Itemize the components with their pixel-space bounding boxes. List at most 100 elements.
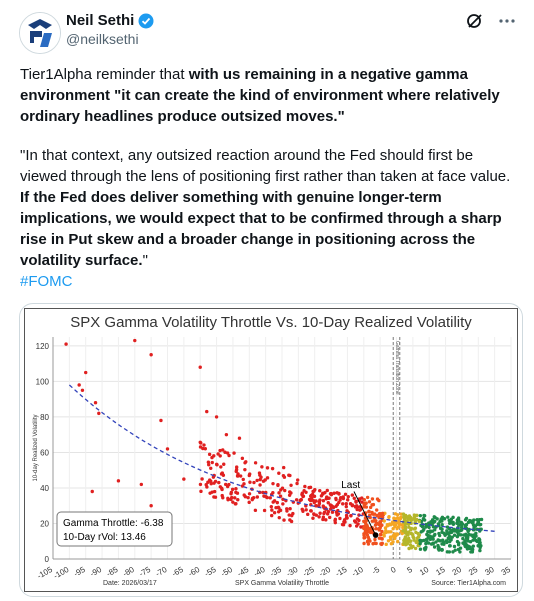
data-point [473,524,478,528]
data-point [468,546,472,551]
tweet-paragraph-2: "In that context, any outsized reaction … [20,145,520,271]
data-point [409,546,414,550]
data-point [360,500,364,504]
data-point [389,537,393,541]
data-point [210,490,214,494]
data-point [412,527,417,531]
data-point [456,543,461,547]
data-point [358,507,363,512]
data-point [276,483,280,488]
data-point [380,537,384,541]
data-point [255,478,259,483]
data-point [447,534,452,539]
data-point [415,513,419,518]
data-point [232,451,236,455]
x-tick-label: 25 [467,565,480,578]
data-point [382,531,387,535]
data-point [340,522,345,527]
data-point [341,502,345,506]
data-point [406,530,411,534]
data-point [426,541,431,545]
data-point [276,505,281,510]
chart-image[interactable]: SPX Gamma Volatility Throttle Vs. 10-Day… [19,303,523,597]
data-point [461,536,465,541]
data-point [447,550,452,554]
avatar[interactable] [19,12,61,54]
data-point [405,519,409,523]
y-tick-label: 60 [40,448,49,457]
data-point [309,509,313,513]
y-axis-label: 10-day Realized Volatility [33,414,39,481]
y-tick-label: 100 [36,377,50,386]
data-point [414,530,418,535]
data-point [209,482,213,486]
data-point [393,512,398,516]
data-point [346,498,350,502]
author-name[interactable]: Neil Sethi [66,12,154,29]
data-point [262,508,267,513]
data-point [370,503,374,507]
data-point [237,436,242,440]
x-tick-label: 0 [389,565,398,575]
data-point [339,495,343,500]
data-point [227,453,231,458]
data-point [378,520,382,524]
data-point [478,548,482,553]
data-point [230,487,235,492]
x-tick-label: -90 [89,565,104,579]
x-tick-label: -45 [236,565,251,579]
data-point [311,489,315,494]
data-point [424,522,428,527]
data-point [424,541,428,546]
data-point [440,547,444,552]
data-point [326,501,330,505]
data-point [90,489,94,494]
x-tick-label: 20 [451,565,464,578]
data-point [368,530,373,534]
data-point [355,517,360,521]
data-point [343,492,348,496]
data-point [64,342,68,346]
data-point [380,511,385,515]
data-point [464,536,469,540]
data-point [234,469,238,474]
data-point [457,518,461,523]
data-point [200,477,204,481]
x-tick-label: -35 [268,565,283,579]
data-point [243,467,247,472]
data-point [406,533,410,537]
data-point [380,523,384,527]
x-tick-label: -50 [219,565,234,579]
x-tick-label: -95 [72,565,87,579]
data-point [403,542,408,547]
data-point [133,338,137,343]
author-handle[interactable]: @neilksethi [66,31,139,47]
data-point [337,500,341,505]
data-point [463,539,467,543]
data-point [402,539,407,543]
data-point [247,492,252,496]
tweet-text: Tier1Alpha reminder that with us remaini… [20,64,520,292]
data-point [448,544,452,548]
data-point [464,522,469,527]
data-point [422,518,427,522]
data-point [253,508,258,513]
data-point [353,504,358,509]
data-point [407,514,412,518]
more-options-icon[interactable] [498,12,516,30]
data-point [221,448,225,452]
data-point [389,522,393,527]
data-point [457,523,461,527]
data-point [216,452,220,456]
grok-icon[interactable] [466,12,484,30]
data-point [379,514,383,518]
data-point [329,491,333,496]
verified-badge-icon [138,13,154,28]
data-point [279,488,283,492]
data-point [471,544,476,548]
data-point [344,504,348,509]
data-point [463,543,467,548]
hashtag-link[interactable]: #FOMC [20,273,73,290]
data-point [478,522,483,527]
data-point [375,508,379,512]
